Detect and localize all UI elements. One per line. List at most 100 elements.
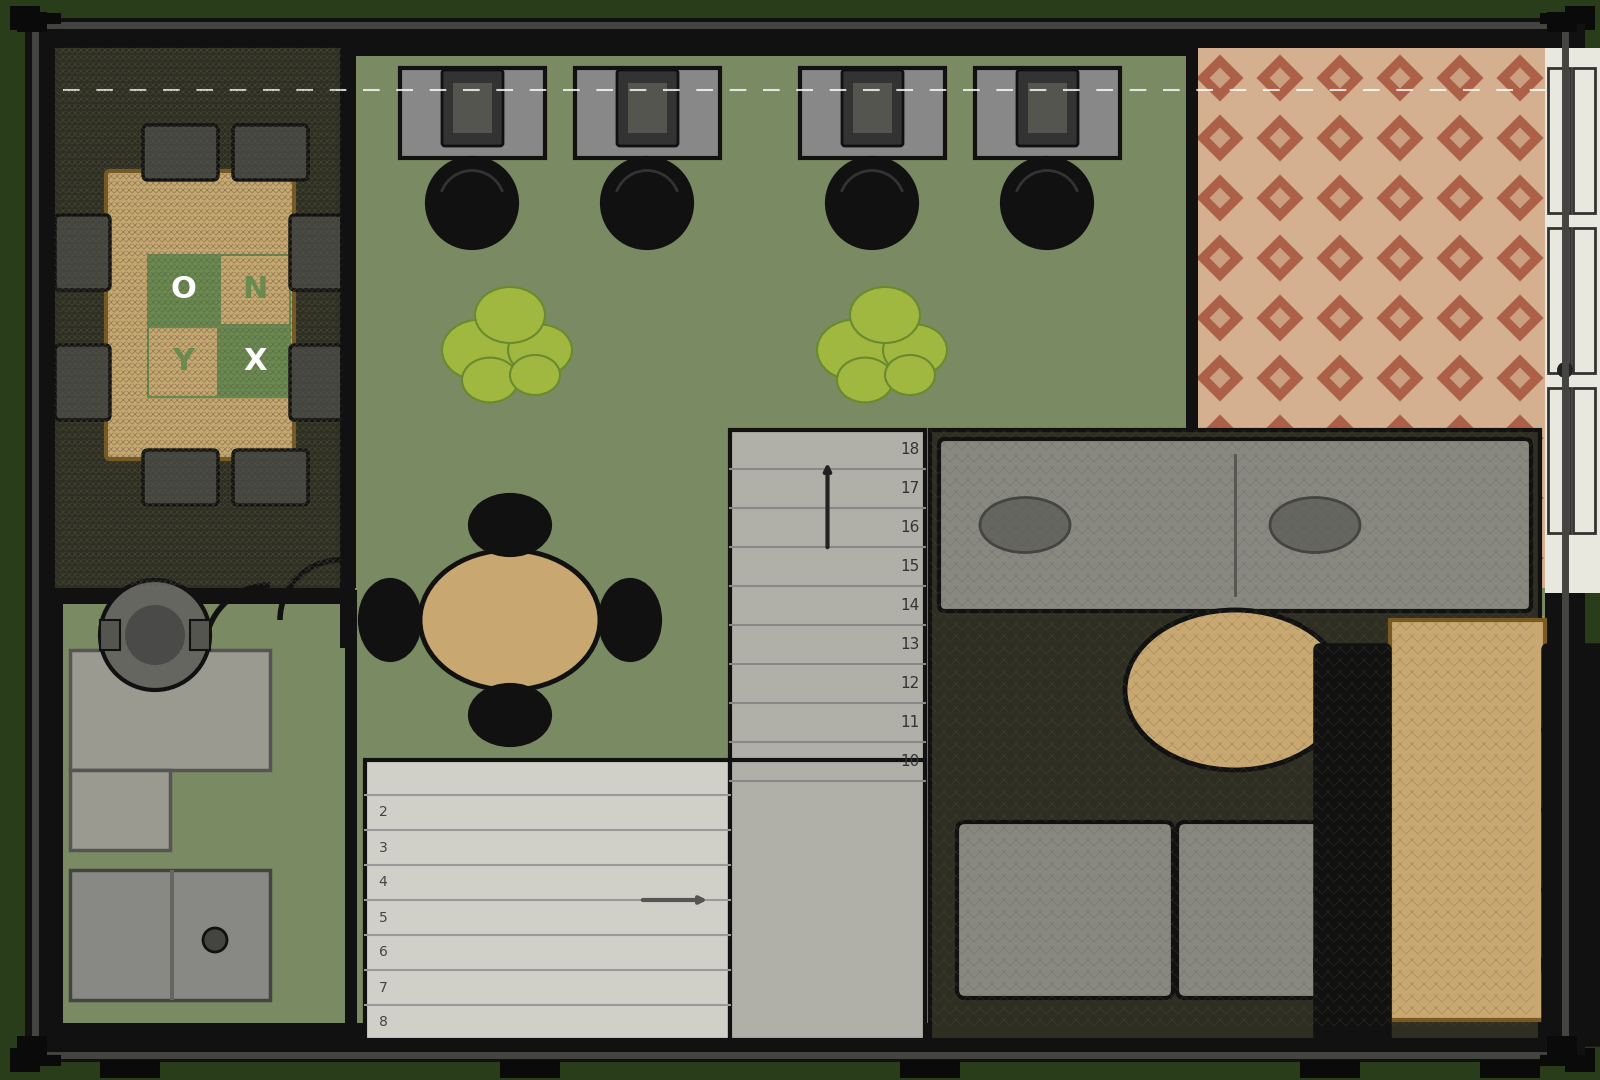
Bar — [35, 18, 1581, 56]
Bar — [26, 18, 62, 1062]
Ellipse shape — [818, 320, 893, 380]
Polygon shape — [1210, 307, 1230, 328]
Polygon shape — [1509, 127, 1531, 149]
Polygon shape — [1389, 127, 1411, 149]
Polygon shape — [1450, 127, 1470, 149]
Polygon shape — [1437, 414, 1485, 462]
Text: 10: 10 — [901, 754, 920, 769]
Polygon shape — [1376, 114, 1424, 162]
Polygon shape — [1376, 354, 1424, 402]
Ellipse shape — [850, 287, 920, 343]
Polygon shape — [1197, 234, 1245, 282]
Polygon shape — [1389, 487, 1411, 509]
Polygon shape — [1315, 354, 1363, 402]
Ellipse shape — [837, 357, 893, 403]
FancyBboxPatch shape — [234, 125, 307, 180]
Polygon shape — [1389, 67, 1411, 89]
Polygon shape — [1376, 294, 1424, 342]
Polygon shape — [1256, 174, 1304, 222]
Polygon shape — [1330, 307, 1350, 328]
Ellipse shape — [885, 355, 934, 395]
Polygon shape — [1256, 414, 1304, 462]
FancyBboxPatch shape — [1542, 955, 1600, 1045]
Bar — [170, 870, 174, 1000]
Polygon shape — [1509, 367, 1531, 389]
Polygon shape — [1496, 594, 1544, 642]
Bar — [346, 590, 357, 1040]
Circle shape — [1557, 362, 1573, 378]
Polygon shape — [1496, 354, 1544, 402]
Polygon shape — [1330, 487, 1350, 509]
Ellipse shape — [979, 498, 1070, 553]
Polygon shape — [1315, 54, 1363, 102]
Polygon shape — [1315, 474, 1363, 522]
Polygon shape — [1256, 234, 1304, 282]
Polygon shape — [1437, 354, 1485, 402]
Polygon shape — [1450, 367, 1470, 389]
Polygon shape — [1197, 414, 1245, 462]
Bar — [974, 68, 1120, 158]
Polygon shape — [1389, 247, 1411, 269]
Polygon shape — [1315, 594, 1363, 642]
Polygon shape — [1496, 414, 1544, 462]
Bar — [1546, 18, 1586, 1062]
FancyBboxPatch shape — [1178, 822, 1394, 998]
Polygon shape — [1450, 428, 1470, 449]
Polygon shape — [1256, 534, 1304, 582]
Polygon shape — [1389, 187, 1411, 208]
Bar — [99, 1059, 160, 1078]
Bar — [1299, 1059, 1360, 1078]
Polygon shape — [1269, 127, 1291, 149]
Polygon shape — [1389, 607, 1411, 629]
Ellipse shape — [1125, 610, 1346, 770]
FancyBboxPatch shape — [1542, 805, 1600, 895]
Polygon shape — [1269, 367, 1291, 389]
Ellipse shape — [419, 550, 600, 690]
Polygon shape — [1437, 294, 1485, 342]
Polygon shape — [1269, 548, 1291, 569]
Circle shape — [827, 158, 917, 248]
Polygon shape — [1256, 54, 1304, 102]
Polygon shape — [1256, 354, 1304, 402]
Text: Y: Y — [173, 348, 194, 377]
Polygon shape — [1496, 294, 1544, 342]
FancyBboxPatch shape — [442, 70, 502, 146]
Polygon shape — [1437, 594, 1485, 642]
Polygon shape — [1496, 234, 1544, 282]
Circle shape — [99, 580, 210, 690]
Ellipse shape — [462, 357, 518, 403]
Polygon shape — [1330, 367, 1350, 389]
Bar — [339, 48, 355, 588]
FancyBboxPatch shape — [618, 70, 678, 146]
Circle shape — [427, 158, 517, 248]
Polygon shape — [1389, 548, 1411, 569]
Polygon shape — [1509, 428, 1531, 449]
FancyBboxPatch shape — [290, 345, 346, 420]
Polygon shape — [1376, 414, 1424, 462]
Polygon shape — [1269, 307, 1291, 328]
Text: 13: 13 — [901, 637, 920, 652]
Text: 12: 12 — [901, 676, 920, 691]
Bar — [365, 760, 730, 1040]
Text: X: X — [243, 348, 267, 377]
Ellipse shape — [509, 324, 573, 376]
Polygon shape — [1509, 67, 1531, 89]
FancyBboxPatch shape — [106, 171, 294, 459]
Bar — [400, 68, 546, 158]
FancyBboxPatch shape — [939, 438, 1531, 611]
Ellipse shape — [883, 324, 947, 376]
Polygon shape — [1376, 174, 1424, 222]
Bar — [221, 327, 290, 397]
Polygon shape — [1330, 247, 1350, 269]
Polygon shape — [1496, 474, 1544, 522]
Bar — [1546, 48, 1600, 593]
Polygon shape — [1330, 187, 1350, 208]
Polygon shape — [1256, 294, 1304, 342]
FancyBboxPatch shape — [1315, 725, 1390, 815]
Polygon shape — [1437, 54, 1485, 102]
Ellipse shape — [470, 685, 550, 745]
Polygon shape — [1509, 607, 1531, 629]
FancyBboxPatch shape — [842, 70, 902, 146]
Bar — [1190, 48, 1546, 588]
Bar — [1549, 228, 1570, 373]
